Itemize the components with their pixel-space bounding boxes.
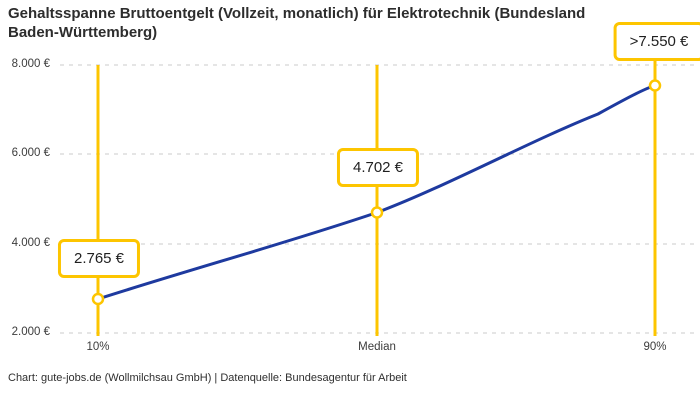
marker-p10 [91,292,105,306]
x-tick-p10: 10% [86,341,110,353]
category-guide-lines [96,59,657,336]
median-value-callout: 4.702 € [336,148,420,187]
data-point-markers [91,79,662,306]
salary-curve [96,84,657,301]
y-tick-4000: 4.000 € [11,237,50,249]
y-tick-2000: 2.000 € [11,326,50,338]
p90-value-callout: >7.550 € [613,22,700,61]
marker-p90 [648,79,662,92]
y-tick-8000: 8.000 € [11,58,50,70]
y-tick-6000: 6.000 € [11,147,50,159]
chart-source-credit: Chart: gute-jobs.de (Wollmilchsau GmbH) … [8,372,407,384]
marker-median [370,206,384,219]
x-tick-median: Median [358,341,396,353]
x-tick-p90: 90% [643,341,667,353]
chart-title: Gehaltsspanne Bruttoentgelt (Vollzeit, m… [8,5,586,41]
p10-value-callout: 2.765 € [57,239,141,278]
